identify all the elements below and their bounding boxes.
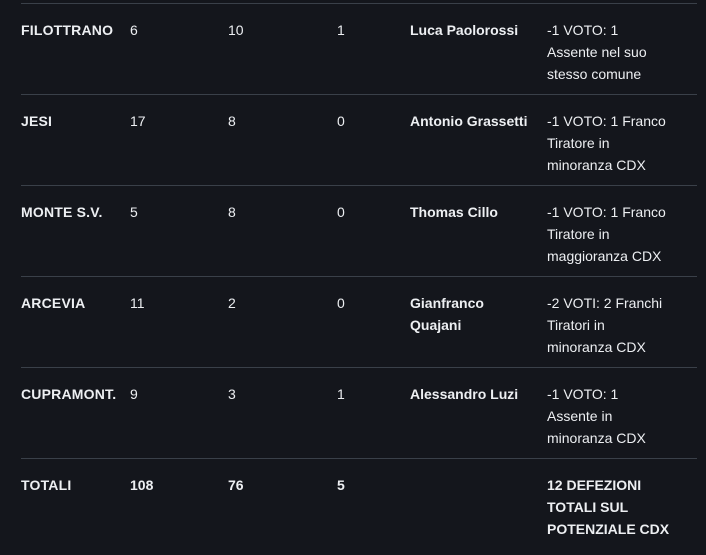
- municipality-label: ARCEVIA: [21, 295, 86, 311]
- votes-col1: 17: [130, 113, 146, 129]
- votes-col1: 11: [130, 295, 145, 311]
- table-row: CUPRAMONT. 9 3 1 Alessandro Luzi -1 VOTO…: [21, 367, 697, 458]
- votes-col3-total: 5: [337, 477, 345, 493]
- votes-col2: 3: [228, 386, 236, 402]
- note-text: -1 VOTO: 1 Assente nel suo stesso comune: [547, 22, 647, 82]
- note-text: -2 VOTI: 2 Franchi Tiratori in minoranza…: [547, 295, 663, 355]
- municipality-label: JESI: [21, 113, 53, 129]
- votes-col2: 2: [228, 295, 236, 311]
- person-name: Gianfranco Quajani: [410, 295, 484, 333]
- votes-col3: 0: [337, 204, 345, 220]
- municipality-label: CUPRAMONT.: [21, 386, 117, 402]
- votes-col3: 1: [337, 386, 345, 402]
- table-row: ARCEVIA 11 2 0 Gianfranco Quajani -2 VOT…: [21, 276, 697, 367]
- person-name: Luca Paolorossi: [410, 22, 519, 38]
- note-text: -1 VOTO: 1 Franco Tiratore in maggioranz…: [547, 204, 666, 264]
- votes-col1: 5: [130, 204, 138, 220]
- votes-col2: 10: [228, 22, 244, 38]
- votes-col3: 0: [337, 113, 345, 129]
- table-row: MONTE S.V. 5 8 0 Thomas Cillo -1 VOTO: 1…: [21, 185, 697, 276]
- results-table: FILOTTRANO 6 10 1 Luca Paolorossi -1 VOT…: [21, 3, 697, 549]
- votes-col3: 1: [337, 22, 345, 38]
- votes-col2: 8: [228, 113, 236, 129]
- note-text: -1 VOTO: 1 Franco Tiratore in minoranza …: [547, 113, 666, 173]
- municipality-label: MONTE S.V.: [21, 204, 103, 220]
- note-text: 12 DEFEZIONI TOTALI SUL POTENZIALE CDX: [547, 477, 670, 537]
- votes-col2-total: 76: [228, 477, 244, 493]
- municipality-label: FILOTTRANO: [21, 22, 114, 38]
- votes-col1: 6: [130, 22, 138, 38]
- person-name: Antonio Grassetti: [410, 113, 528, 129]
- totals-label: TOTALI: [21, 477, 72, 493]
- votes-col1-total: 108: [130, 477, 154, 493]
- table-row-totals: TOTALI 108 76 5 12 DEFEZIONI TOTALI SUL …: [21, 458, 697, 549]
- person-name: Thomas Cillo: [410, 204, 498, 220]
- votes-col3: 0: [337, 295, 345, 311]
- person-name: Alessandro Luzi: [410, 386, 519, 402]
- table-row: FILOTTRANO 6 10 1 Luca Paolorossi -1 VOT…: [21, 3, 697, 94]
- table-row: JESI 17 8 0 Antonio Grassetti -1 VOTO: 1…: [21, 94, 697, 185]
- votes-col1: 9: [130, 386, 138, 402]
- note-text: -1 VOTO: 1 Assente in minoranza CDX: [547, 386, 646, 446]
- person-name: [410, 474, 547, 549]
- votes-col2: 8: [228, 204, 236, 220]
